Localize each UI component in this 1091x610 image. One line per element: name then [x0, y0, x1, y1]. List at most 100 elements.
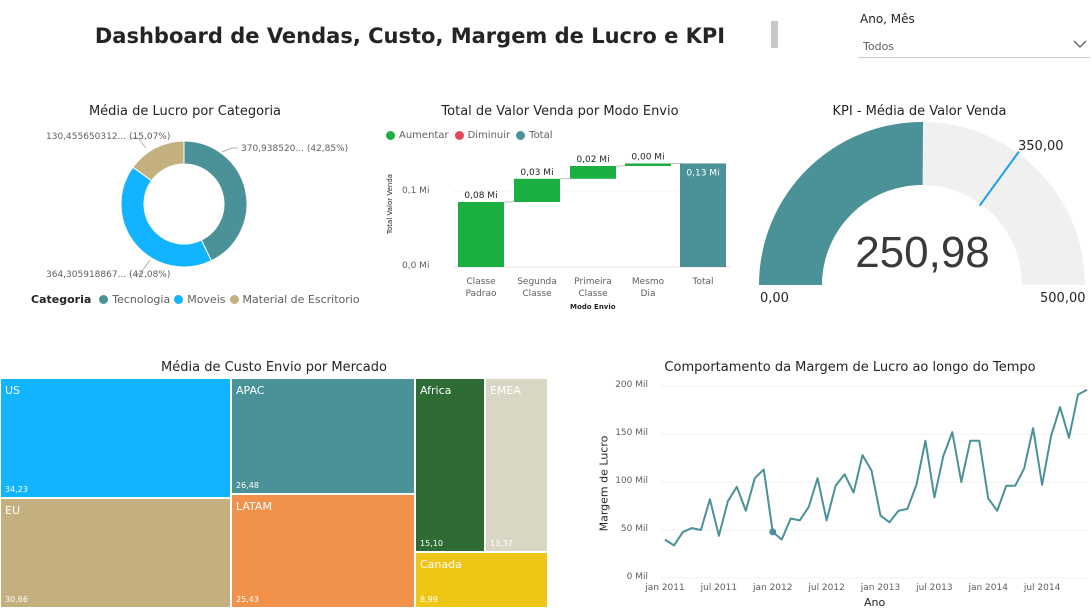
line-ytick: 200 Mil: [615, 380, 648, 390]
legend-dot-material: [229, 295, 239, 304]
donut-slice-moveis[interactable]: [120, 166, 213, 268]
waterfall-data-label: 0,02 Mi: [576, 155, 609, 165]
waterfall-bar-segunda-classe[interactable]: [514, 178, 560, 202]
waterfall-bar-total[interactable]: [680, 163, 726, 267]
legend-item-moveis[interactable]: Moveis: [187, 293, 226, 306]
waterfall-xlabel: Modo Envio: [570, 303, 616, 311]
treemap-cell-value: 26,48: [236, 481, 259, 490]
treemap-cell-emea[interactable]: EMEA 13,37: [485, 378, 548, 552]
waterfall-xtick-segunda-classe: Segunda Classe: [517, 277, 557, 299]
treemap-cell-value: 8,99: [420, 595, 438, 604]
waterfall-xtick-classe-padrao: Classe Padrao: [465, 277, 497, 299]
line-xtick: jul 2012: [808, 583, 845, 593]
kpi-gauge[interactable]: [748, 100, 1091, 315]
legend-dot-diminuir: [454, 131, 464, 140]
treemap-cell-latam[interactable]: LATAM 25,43: [231, 494, 415, 608]
line-xtick: jan 2011: [645, 583, 685, 593]
donut-slice-material[interactable]: [132, 140, 185, 182]
treemap-cell-name: US: [5, 384, 21, 397]
treemap-cell-name: APAC: [236, 384, 265, 397]
treemap-cell-value: 13,37: [490, 539, 513, 548]
legend-item-aumentar[interactable]: Aumentar: [399, 130, 449, 141]
line-xtick: jul 2011: [700, 583, 738, 593]
legend-title: Categoria: [31, 293, 92, 306]
line-ytick: 100 Mil: [615, 476, 648, 486]
waterfall-xtick-primeira-classe: Primeira Classe: [574, 277, 612, 299]
line-xtick: jan 2012: [752, 583, 793, 593]
slicer-value: Todos: [863, 40, 895, 53]
legend-item-total[interactable]: Total: [529, 130, 553, 141]
donut-label-moveis: 364,305918867... (42,08%): [46, 270, 171, 280]
waterfall-data-label: 0,13 Mi: [686, 168, 719, 178]
treemap-cell-name: EMEA: [490, 384, 521, 397]
gauge-target-marker: [978, 150, 1020, 207]
waterfall-bar-primeira-classe[interactable]: [570, 166, 616, 179]
donut-visual[interactable]: Média de Lucro por Categoria 370,938520.…: [0, 100, 370, 315]
kpi-max: 500,00: [1040, 291, 1086, 306]
treemap-cell-eu[interactable]: EU 30,66: [0, 498, 231, 608]
treemap-cell-name: Africa: [420, 384, 452, 397]
chevron-down-icon[interactable]: [1072, 36, 1088, 55]
waterfall-bar-classe-padrao[interactable]: [458, 202, 504, 267]
line-title: Comportamento da Margem de Lucro ao long…: [664, 360, 1036, 375]
line-series-margem[interactable]: [664, 388, 1088, 547]
legend-dot-tecnologia: [99, 295, 109, 304]
title-bookmark-marker: [771, 21, 778, 48]
legend-dot-moveis: [174, 295, 184, 304]
waterfall-visual[interactable]: Total de Valor Venda por Modo Envio Aume…: [380, 100, 740, 320]
legend-dot-total: [516, 131, 526, 140]
line-ytick: 50 Mil: [620, 524, 648, 534]
donut-slice-tecnologia[interactable]: [183, 140, 248, 262]
waterfall-xtick-mesmo-dia: Mesmo Dia: [631, 277, 665, 299]
treemap-cell-us[interactable]: US 34,23: [0, 378, 231, 498]
donut-label-tecnologia: 370,938520... (42,85%): [241, 144, 349, 154]
donut-label-material: 130,455650312... (15,07%): [46, 132, 171, 142]
donut-leader-moveis: [135, 259, 151, 275]
kpi-gauge-visual[interactable]: KPI - Média de Valor Venda 250,98 0,00 5…: [748, 100, 1091, 315]
donut-leader-material: [130, 137, 147, 149]
line-xtick: jul 2013: [916, 583, 953, 593]
legend-dot-aumentar: [386, 131, 395, 140]
line-xtick: jan 2014: [968, 583, 1008, 593]
treemap-cell-apac[interactable]: APAC 26,48: [231, 378, 415, 494]
line-xlabel: Ano: [864, 596, 886, 609]
treemap-chart[interactable]: US 34,23 EU 30,66 APAC 26,48 LATAM 25,43 Africa 1…: [0, 378, 548, 608]
year-month-slicer[interactable]: Todos: [858, 34, 1090, 58]
line-ytick: 0 Mil: [626, 572, 648, 582]
dashboard-title: Dashboard de Vendas, Custo, Margem de Lu…: [94, 24, 726, 48]
treemap-cell-value: 25,43: [236, 595, 259, 604]
waterfall-ytick-0: 0,0 Mi: [402, 261, 430, 271]
treemap-cell-africa[interactable]: Africa 15,10: [415, 378, 485, 552]
donut-title: Média de Lucro por Categoria: [88, 104, 282, 119]
line-ytick: 150 Mil: [615, 428, 648, 438]
waterfall-ytick-1: 0,1 Mi: [402, 186, 430, 196]
treemap-cell-value: 34,23: [5, 485, 28, 494]
waterfall-data-label: 0,00 Mi: [631, 152, 664, 162]
donut-legend: Categoria Tecnologia Moveis Material de …: [31, 293, 360, 306]
line-highlight-point[interactable]: [769, 528, 777, 536]
line-chart[interactable]: [590, 355, 1091, 610]
legend-item-material[interactable]: Material de Escritorio: [242, 293, 360, 306]
treemap-cell-name: Canada: [420, 558, 462, 571]
legend-item-diminuir[interactable]: Diminuir: [467, 130, 511, 141]
waterfall-chart[interactable]: 0,08 Mi 0,03 Mi 0,02 Mi 0,00 Mi 0,13 Mi: [380, 100, 740, 320]
treemap-cell-canada[interactable]: Canada 8,99: [415, 552, 548, 608]
line-xtick: jul 2014: [1023, 583, 1061, 593]
treemap-cell-value: 30,66: [5, 595, 28, 604]
line-visual[interactable]: Comportamento da Margem de Lucro ao long…: [590, 355, 1091, 610]
legend-item-tecnologia[interactable]: Tecnologia: [112, 293, 171, 306]
gauge-value-arc[interactable]: [759, 122, 924, 285]
donut-leader-tecnologia: [221, 147, 238, 153]
treemap-cell-name: LATAM: [236, 500, 272, 513]
waterfall-data-label: 0,08 Mi: [464, 191, 497, 201]
waterfall-legend: Aumentar Diminuir Total: [386, 130, 553, 141]
treemap-title: Média de Custo Envio por Mercado: [161, 360, 387, 375]
treemap-cell-name: EU: [5, 504, 21, 517]
kpi-title: KPI - Média de Valor Venda: [832, 104, 1007, 119]
kpi-min: 0,00: [760, 291, 789, 306]
kpi-value: 250,98: [855, 228, 990, 277]
waterfall-bar-mesmo-dia[interactable]: [625, 163, 671, 166]
donut-chart[interactable]: [0, 100, 370, 315]
slicer-label: Ano, Mês: [860, 12, 915, 26]
kpi-target-label: 350,00: [1018, 139, 1064, 154]
